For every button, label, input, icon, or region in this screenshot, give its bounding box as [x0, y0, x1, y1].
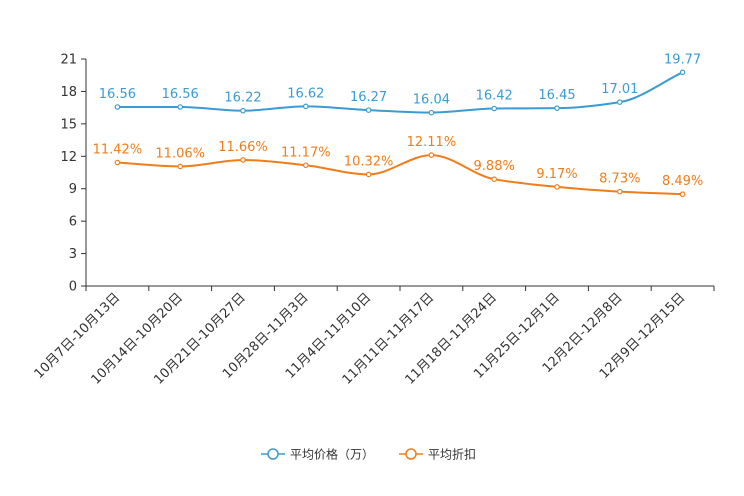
y-tick-label: 3	[69, 247, 77, 262]
data-label: 16.04	[413, 93, 450, 108]
data-point	[491, 176, 498, 183]
data-point	[616, 99, 623, 105]
y-tick-label: 6	[69, 215, 77, 230]
data-label: 16.42	[476, 89, 513, 104]
data-point	[679, 191, 686, 198]
y-tick-label: 0	[69, 280, 77, 295]
data-label: 11.06%	[155, 146, 205, 161]
data-point	[491, 105, 498, 112]
data-point	[302, 162, 309, 169]
y-tick-label: 15	[60, 117, 77, 132]
data-point	[240, 157, 246, 163]
data-point	[679, 69, 686, 76]
data-point	[554, 184, 560, 190]
data-point	[302, 103, 309, 110]
data-label: 8.73%	[599, 172, 640, 187]
series-group: 16.56 16.56 16.22 16.62 16.27 16.04 16.42 16.45…	[93, 52, 703, 198]
data-label: 16.56	[162, 87, 199, 102]
data-point	[554, 105, 560, 111]
data-point	[177, 163, 184, 170]
data-point	[114, 159, 121, 166]
series-line-1	[117, 71, 684, 114]
data-label: 16.27	[350, 90, 387, 105]
data-label: 11.17%	[281, 145, 331, 160]
legend-marker	[405, 448, 417, 460]
data-label: 9.17%	[536, 167, 577, 182]
y-tick-label: 9	[69, 182, 77, 197]
y-tick-label: 18	[60, 85, 77, 100]
data-point	[365, 107, 372, 113]
data-point	[177, 104, 184, 110]
legend-label: 平均折扣	[428, 447, 476, 462]
data-label: 17.01	[601, 82, 638, 97]
data-label: 12.11%	[407, 135, 457, 150]
data-label: 16.22	[224, 91, 261, 106]
legend-marker	[267, 448, 279, 460]
data-point	[428, 109, 435, 116]
y-tick-label: 21	[60, 53, 77, 68]
data-point	[616, 188, 623, 195]
data-point	[365, 171, 372, 178]
data-label: 16.56	[99, 87, 136, 102]
data-label: 19.77	[664, 52, 701, 67]
data-label: 8.49%	[662, 174, 703, 189]
data-label: 11.66%	[218, 140, 268, 155]
data-label: 16.45	[538, 88, 575, 103]
data-label: 16.62	[287, 86, 324, 101]
legend: 平均价格（万） 平均折扣	[261, 447, 476, 462]
data-label: 11.42%	[93, 143, 143, 158]
data-point	[114, 104, 121, 110]
legend-label: 平均价格（万）	[290, 447, 374, 462]
data-point	[428, 152, 435, 158]
y-tick-label: 12	[60, 150, 77, 165]
series-line-2	[117, 154, 683, 196]
data-point	[240, 107, 246, 114]
data-label: 10.32%	[344, 154, 394, 169]
data-label: 9.88%	[474, 159, 515, 174]
